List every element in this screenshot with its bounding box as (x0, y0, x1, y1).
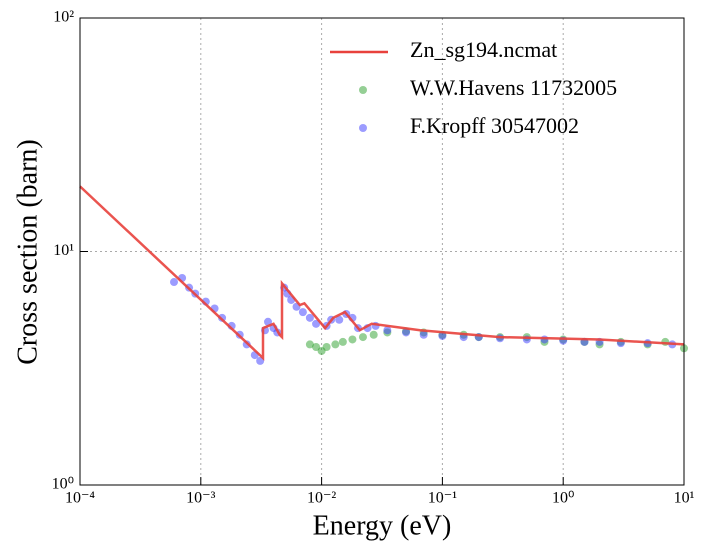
legend-label: F.Kropff 30547002 (410, 113, 579, 138)
data-point (170, 278, 179, 287)
x-tick-label: 10¹ (674, 490, 695, 507)
data-point (335, 315, 344, 324)
data-point (338, 337, 347, 346)
data-point (264, 317, 273, 326)
data-point (312, 342, 321, 351)
data-point (358, 333, 367, 342)
data-point (312, 319, 321, 328)
data-point (383, 326, 392, 335)
data-point (402, 328, 411, 337)
plot-frame (79, 17, 685, 486)
legend-label: Zn_sg194.ncmat (410, 37, 557, 62)
data-point (305, 340, 314, 349)
x-tick-label: 10⁻³ (186, 490, 215, 507)
data-point (322, 342, 331, 351)
x-tick-label: 10⁻⁴ (65, 490, 95, 507)
data-point (305, 313, 314, 322)
data-point (438, 331, 447, 340)
x-tick-label: 10⁰ (552, 490, 574, 507)
x-tick-label: 10⁻² (307, 490, 336, 507)
data-point (298, 308, 307, 317)
y-axis-label: Cross section (barn) (12, 139, 43, 365)
x-tick-label: 10⁻¹ (428, 490, 457, 507)
data-point (419, 330, 428, 339)
data-point (331, 340, 340, 349)
data-point (369, 330, 378, 339)
data-line (79, 185, 685, 361)
y-tick-label: 10² (53, 9, 74, 26)
legend-swatch (359, 86, 367, 94)
y-tick-label: 10¹ (53, 242, 74, 259)
legend-swatch (359, 124, 367, 132)
x-axis-label: Energy (eV) (313, 510, 452, 541)
legend-label: W.W.Havens 11732005 (410, 75, 617, 100)
data-point (348, 335, 357, 344)
y-tick-label: 10⁰ (52, 476, 74, 493)
